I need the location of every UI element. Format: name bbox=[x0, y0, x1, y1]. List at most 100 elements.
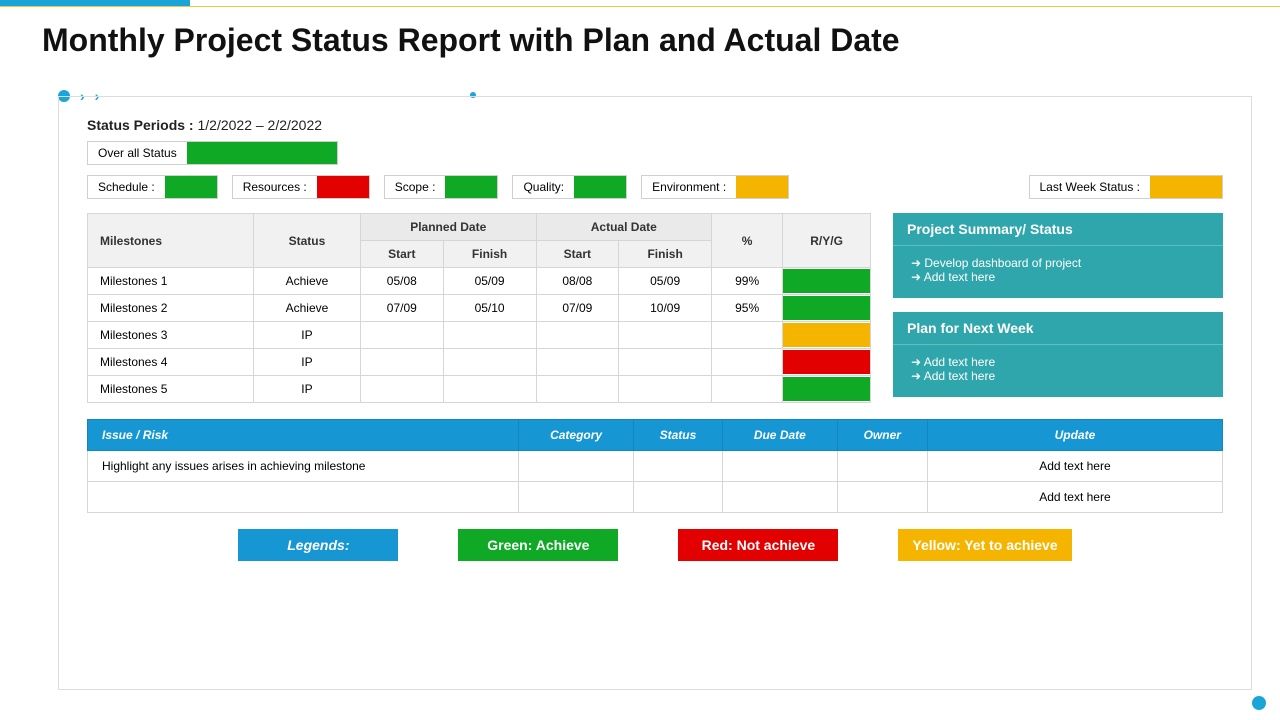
cell-p-finish bbox=[443, 322, 536, 349]
top-rule bbox=[0, 6, 1280, 7]
cell-a-start bbox=[536, 376, 619, 403]
panel-list: Develop dashboard of projectAdd text her… bbox=[893, 246, 1223, 298]
cell-a-finish bbox=[619, 376, 712, 403]
page-title: Monthly Project Status Report with Plan … bbox=[42, 22, 900, 59]
legend-chip: Yellow: Yet to achieve bbox=[898, 529, 1071, 561]
cell-category bbox=[519, 451, 634, 482]
cell-ryg bbox=[783, 268, 871, 295]
cell-category bbox=[519, 482, 634, 513]
cell-pct bbox=[712, 322, 783, 349]
issues-col-header: Owner bbox=[837, 420, 927, 451]
col-a-finish: Finish bbox=[619, 241, 712, 268]
cell-a-finish bbox=[619, 322, 712, 349]
panel-header: Project Summary/ Status bbox=[893, 213, 1223, 246]
status-chip-label: Last Week Status : bbox=[1030, 176, 1151, 198]
status-chip-label: Environment : bbox=[642, 176, 736, 198]
table-row: Milestones 1Achieve05/0805/0908/0805/099… bbox=[88, 268, 871, 295]
col-actual: Actual Date bbox=[536, 214, 712, 241]
col-planned: Planned Date bbox=[360, 214, 536, 241]
table-row: Highlight any issues arises in achieving… bbox=[88, 451, 1223, 482]
issues-col-header: Update bbox=[927, 420, 1222, 451]
status-chip: Schedule : bbox=[87, 175, 218, 199]
status-chip-swatch bbox=[445, 176, 497, 198]
milestones-table: Milestones Status Planned Date Actual Da… bbox=[87, 213, 871, 403]
cell-ryg bbox=[783, 322, 871, 349]
cell-issue bbox=[88, 482, 519, 513]
list-item: Develop dashboard of project bbox=[911, 256, 1205, 270]
plan-next-week-panel: Plan for Next Week Add text hereAdd text… bbox=[893, 312, 1223, 397]
cell-a-finish bbox=[619, 349, 712, 376]
cell-p-finish bbox=[443, 349, 536, 376]
cell-status: Achieve bbox=[253, 295, 360, 322]
cell-a-finish: 05/09 bbox=[619, 268, 712, 295]
cell-a-start bbox=[536, 322, 619, 349]
cell-ryg bbox=[783, 349, 871, 376]
status-chip-swatch bbox=[736, 176, 788, 198]
cell-milestone-name: Milestones 2 bbox=[88, 295, 254, 322]
issues-col-header: Category bbox=[519, 420, 634, 451]
status-chip-label: Scope : bbox=[385, 176, 446, 198]
status-chip-swatch bbox=[165, 176, 217, 198]
list-item: Add text here bbox=[911, 369, 1205, 383]
overall-status-swatch bbox=[187, 142, 337, 164]
status-chip: Resources : bbox=[232, 175, 370, 199]
cell-p-finish: 05/10 bbox=[443, 295, 536, 322]
cell-pct bbox=[712, 376, 783, 403]
cell-status: Achieve bbox=[253, 268, 360, 295]
cell-status: IP bbox=[253, 376, 360, 403]
cell-ryg bbox=[783, 295, 871, 322]
cell-status bbox=[633, 451, 722, 482]
issues-col-header: Due Date bbox=[723, 420, 838, 451]
cell-p-finish: 05/09 bbox=[443, 268, 536, 295]
legends-row: Legends: Green: Achieve Red: Not achieve Ye… bbox=[87, 529, 1223, 561]
table-row: Milestones 3IP bbox=[88, 322, 871, 349]
cell-p-start: 05/08 bbox=[360, 268, 443, 295]
col-status: Status bbox=[253, 214, 360, 268]
legend-chip: Green: Achieve bbox=[458, 529, 618, 561]
cell-owner bbox=[837, 482, 927, 513]
table-row: Milestones 4IP bbox=[88, 349, 871, 376]
col-ryg: R/Y/G bbox=[783, 214, 871, 268]
cell-pct: 95% bbox=[712, 295, 783, 322]
cell-p-start bbox=[360, 349, 443, 376]
issues-col-header: Issue / Risk bbox=[88, 420, 519, 451]
cell-owner bbox=[837, 451, 927, 482]
list-item: Add text here bbox=[911, 355, 1205, 369]
cell-due bbox=[723, 451, 838, 482]
status-chip-swatch bbox=[1150, 176, 1222, 198]
status-chip-label: Quality: bbox=[513, 176, 574, 198]
status-periods-label: Status Periods : bbox=[87, 117, 194, 133]
report-frame: Status Periods : 1/2/2022 – 2/2/2022 Ove… bbox=[58, 96, 1252, 690]
status-chip: Environment : bbox=[641, 175, 789, 199]
cell-status: IP bbox=[253, 349, 360, 376]
cell-p-start bbox=[360, 322, 443, 349]
cell-pct: 99% bbox=[712, 268, 783, 295]
status-chip-swatch bbox=[317, 176, 369, 198]
milestones-section: Milestones Status Planned Date Actual Da… bbox=[87, 213, 871, 403]
cell-a-finish: 10/09 bbox=[619, 295, 712, 322]
side-panels: Project Summary/ Status Develop dashboar… bbox=[893, 213, 1223, 397]
cell-p-finish bbox=[443, 376, 536, 403]
cell-milestone-name: Milestones 3 bbox=[88, 322, 254, 349]
cell-status: IP bbox=[253, 322, 360, 349]
cell-a-start: 08/08 bbox=[536, 268, 619, 295]
status-periods: Status Periods : 1/2/2022 – 2/2/2022 bbox=[87, 117, 1223, 133]
panel-header: Plan for Next Week bbox=[893, 312, 1223, 345]
panel-list: Add text hereAdd text here bbox=[893, 345, 1223, 397]
col-pct: % bbox=[712, 214, 783, 268]
issues-col-header: Status bbox=[633, 420, 722, 451]
table-row: Milestones 2Achieve07/0905/1007/0910/099… bbox=[88, 295, 871, 322]
table-row: Milestones 5IP bbox=[88, 376, 871, 403]
status-chip-label: Resources : bbox=[233, 176, 317, 198]
col-p-finish: Finish bbox=[443, 241, 536, 268]
overall-status-box: Over all Status bbox=[87, 141, 338, 165]
status-chip: Quality: bbox=[512, 175, 627, 199]
cell-update: Add text here bbox=[927, 451, 1222, 482]
legend-chip: Red: Not achieve bbox=[678, 529, 838, 561]
legends-label: Legends: bbox=[238, 529, 398, 561]
table-row: Add text here bbox=[88, 482, 1223, 513]
status-chip: Scope : bbox=[384, 175, 499, 199]
cell-milestone-name: Milestones 5 bbox=[88, 376, 254, 403]
col-milestones: Milestones bbox=[88, 214, 254, 268]
cell-p-start bbox=[360, 376, 443, 403]
